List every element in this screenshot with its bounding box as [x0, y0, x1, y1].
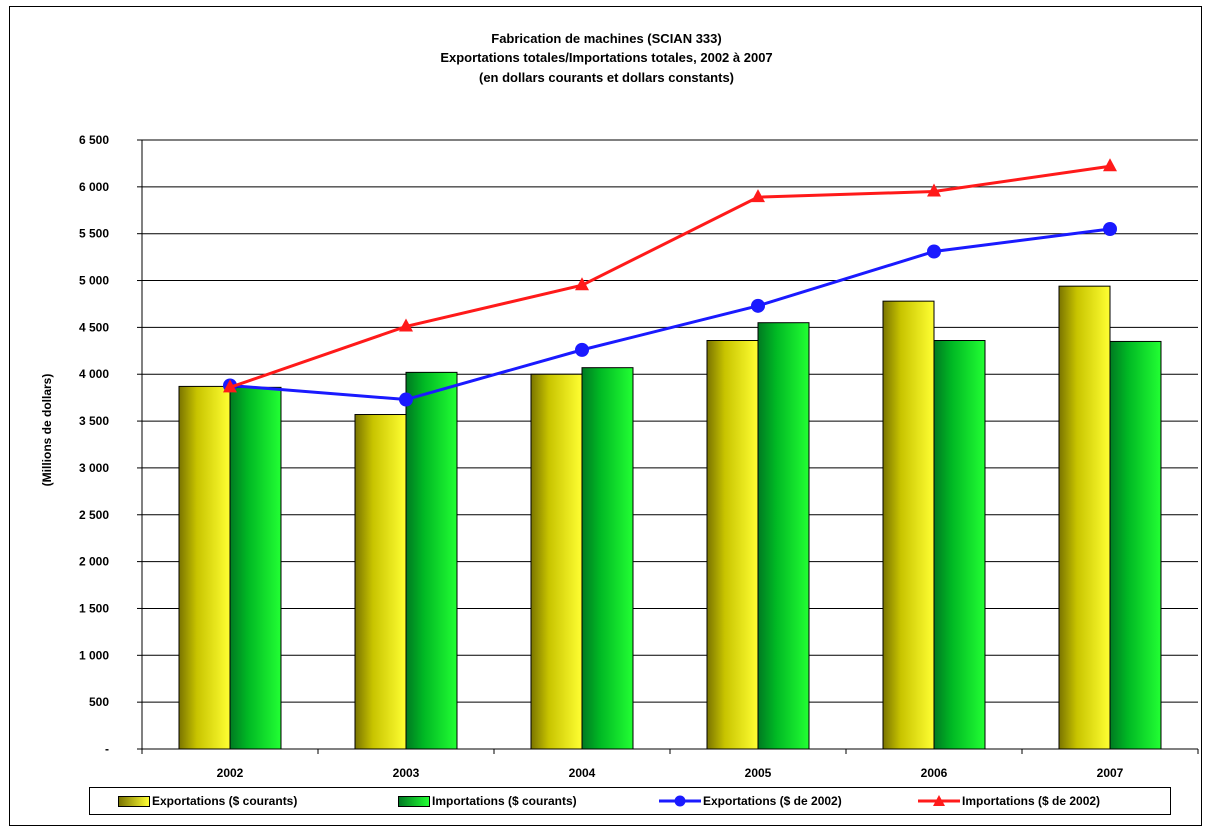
legend-label: Importations ($ de 2002) [962, 794, 1101, 808]
point-exports-constant [1103, 222, 1117, 237]
point-imports-constant [1103, 158, 1117, 172]
legend-label: Exportations ($ de 2002) [703, 794, 842, 808]
bar-imports-current [1109, 340, 1162, 750]
x-tick-label: 2003 [393, 766, 420, 780]
chart-title-line-1: Fabrication de machines (SCIAN 333) [491, 31, 722, 46]
point-exports-constant [751, 298, 765, 313]
y-tick-label: 1 500 [79, 601, 109, 615]
y-tick-label: - [105, 742, 109, 756]
y-tick-label: 5 500 [79, 227, 109, 241]
bar-imports-current [757, 322, 810, 750]
legend-label: Exportations ($ courants) [152, 794, 298, 808]
x-tick-label: 2007 [1097, 766, 1124, 780]
legend-swatch-blue-line [659, 795, 701, 807]
chart-title-line-3: (en dollars courants et dollars constant… [479, 70, 734, 85]
bar-exports-current [1058, 285, 1111, 750]
bar-exports-current [530, 373, 583, 750]
y-tick-label: 2 000 [79, 555, 109, 569]
bar-imports-current [581, 367, 634, 750]
legend-swatch-yellow [118, 795, 150, 807]
x-tick-label: 2004 [569, 766, 596, 780]
legend-item-imports-constant: Importations ($ de 2002) [918, 788, 1100, 814]
point-imports-constant [575, 277, 589, 291]
bar-exports-current [178, 385, 231, 750]
y-tick-label: 1 000 [79, 648, 109, 662]
bar-exports-current [706, 340, 759, 750]
y-tick-label: 4 000 [79, 367, 109, 381]
point-imports-constant [223, 379, 237, 393]
legend-label: Importations ($ courants) [432, 794, 577, 808]
y-tick-label: 5 000 [79, 274, 109, 288]
y-tick-label: 6 500 [79, 133, 109, 147]
legend-item-exports-constant: Exportations ($ de 2002) [659, 788, 842, 814]
bar-exports-current [354, 414, 407, 750]
line-exports-constant [229, 227, 1111, 402]
y-tick-label: 500 [89, 695, 109, 709]
chart-title-line-2: Exportations totales/Importations totale… [440, 50, 773, 65]
x-tick-label: 2006 [921, 766, 948, 780]
bar-imports-current [933, 340, 986, 750]
point-exports-constant [927, 244, 941, 259]
point-imports-constant [751, 189, 765, 203]
legend: Exportations ($ courants) Importations (… [89, 787, 1171, 815]
legend-swatch-green [398, 795, 430, 807]
y-tick-label: 4 500 [79, 320, 109, 334]
legend-item-imports-current: Importations ($ courants) [398, 788, 577, 814]
point-exports-constant [399, 392, 413, 407]
bar-imports-current [229, 386, 282, 750]
x-tick-label: 2002 [217, 766, 244, 780]
legend-swatch-red-line [918, 795, 960, 806]
point-imports-constant [927, 183, 941, 197]
point-imports-constant [399, 318, 413, 332]
bar-imports-current [405, 371, 458, 750]
y-tick-label: 3 000 [79, 461, 109, 475]
x-tick-label: 2005 [745, 766, 772, 780]
legend-item-exports-current: Exportations ($ courants) [118, 788, 297, 814]
y-tick-label: 6 000 [79, 180, 109, 194]
point-exports-constant [575, 342, 589, 357]
y-tick-label: 3 500 [79, 414, 109, 428]
bar-exports-current [882, 300, 935, 750]
line-imports-constant [229, 164, 1111, 389]
y-tick-label: 2 500 [79, 508, 109, 522]
